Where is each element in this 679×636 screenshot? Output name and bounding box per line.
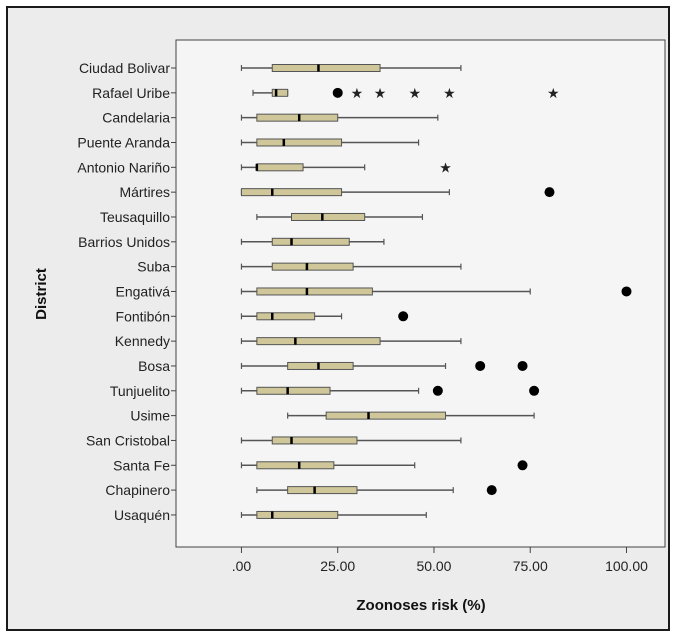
- iqr-box: [256, 312, 316, 321]
- extreme-star: ★: [351, 85, 364, 101]
- iqr-box: [256, 461, 335, 470]
- district-label: Kennedy: [115, 333, 170, 349]
- district-label: Usaquén: [114, 507, 170, 523]
- outlier-dot: [398, 311, 409, 322]
- iqr-box: [256, 113, 339, 122]
- extreme-star: ★: [443, 85, 456, 101]
- iqr-box: [287, 486, 358, 495]
- extreme-star: ★: [374, 85, 387, 101]
- iqr-box: [256, 337, 381, 346]
- x-tick-label: 75.00: [513, 558, 548, 574]
- outlier-dot: [475, 360, 486, 371]
- x-axis-title: Zoonoses risk (%): [356, 597, 485, 614]
- district-label: Puente Aranda: [77, 134, 170, 150]
- iqr-box: [287, 361, 354, 370]
- outlier-dot: [332, 87, 343, 98]
- district-label: Fontibón: [116, 308, 170, 324]
- x-tick-label: 50.00: [416, 558, 451, 574]
- x-tick-label: 100.00: [605, 558, 648, 574]
- iqr-box: [271, 64, 381, 72]
- district-label: Antonio Nariño: [77, 159, 170, 175]
- iqr-box: [271, 237, 350, 246]
- district-label: Bosa: [138, 358, 170, 374]
- iqr-box: [256, 287, 373, 296]
- district-label: Ciudad Bolivar: [79, 60, 170, 76]
- district-label: Tunjuelito: [110, 383, 170, 399]
- district-label: Santa Fe: [113, 457, 170, 473]
- iqr-box: [256, 163, 304, 172]
- outlier-dot: [544, 187, 555, 198]
- iqr-box: [325, 411, 447, 420]
- outlier-dot: [486, 485, 497, 496]
- district-label: Barrios Unidos: [78, 234, 170, 250]
- x-tick-label: 25.00: [320, 558, 355, 574]
- iqr-box: [256, 138, 343, 147]
- plot-area: [175, 39, 666, 548]
- extreme-star: ★: [439, 159, 452, 175]
- chart-marks: .00 25.00 50.00 75.00 100.00 Ciudad Bolivar Ra…: [77, 60, 648, 574]
- iqr-box: [291, 212, 366, 221]
- x-tick-label: .00: [232, 558, 252, 574]
- outlier-dot: [517, 460, 528, 471]
- outlier-dot: [517, 360, 528, 371]
- outlier-dot: [529, 385, 540, 396]
- iqr-box: [256, 386, 331, 395]
- district-label: Teusaquillo: [100, 209, 170, 225]
- outlier-dot: [432, 385, 443, 396]
- district-label: Chapinero: [105, 482, 170, 498]
- iqr-box: [271, 436, 358, 445]
- extreme-star: ★: [547, 85, 560, 101]
- district-label: Candelaria: [102, 110, 170, 126]
- district-label: Engativá: [116, 283, 171, 299]
- outlier-dot: [621, 286, 632, 297]
- extreme-star: ★: [408, 85, 421, 101]
- district-label: Usime: [130, 408, 170, 424]
- district-label: San Cristobal: [86, 432, 170, 448]
- district-label: Suba: [137, 259, 170, 275]
- district-label: Mártires: [119, 184, 170, 200]
- iqr-box: [240, 188, 343, 197]
- iqr-box: [271, 88, 289, 97]
- iqr-box: [271, 262, 354, 271]
- district-label: Rafael Uribe: [92, 85, 170, 101]
- y-axis-title: District: [33, 268, 50, 320]
- iqr-box: [256, 510, 339, 519]
